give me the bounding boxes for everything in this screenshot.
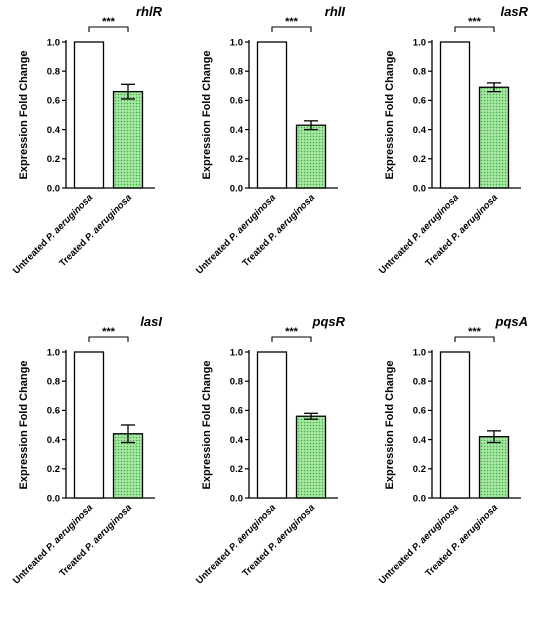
y-axis-label: Expression Fold Change xyxy=(384,51,396,180)
bar-untreated xyxy=(439,41,471,189)
gene-title: rhlI xyxy=(325,4,346,19)
bar-treated xyxy=(112,90,144,189)
category-label: Untreated P. aeruginosa xyxy=(11,192,95,276)
significance-label: *** xyxy=(102,326,116,338)
y-axis-label: Expression Fold Change xyxy=(201,361,213,490)
y-tick-label: 1.0 xyxy=(230,37,243,48)
significance-bracket xyxy=(88,26,129,32)
gene-title: lasR xyxy=(501,4,529,19)
y-tick-label: 1.0 xyxy=(47,347,60,358)
significance-bracket xyxy=(88,336,129,342)
bar-treated xyxy=(478,436,510,499)
y-tick-label: 0.6 xyxy=(47,96,60,107)
bar-treated xyxy=(478,86,510,189)
chart-panel-lasI: lasI Expression Fold Change 0.0 0.2 0.4 0.6 0.… xyxy=(11,314,162,587)
y-tick-label: 1.0 xyxy=(413,347,426,358)
category-label: Untreated P. aeruginosa xyxy=(11,502,95,586)
y-tick-label: 0.0 xyxy=(230,493,243,504)
y-axis-label: Expression Fold Change xyxy=(18,51,30,180)
y-tick-label: 0.6 xyxy=(230,96,243,107)
y-tick-label: 0.4 xyxy=(47,435,61,446)
y-tick-label: 1.0 xyxy=(47,37,60,48)
bar-treated xyxy=(295,124,327,189)
y-tick-label: 0.2 xyxy=(47,464,60,475)
category-label: Untreated P. aeruginosa xyxy=(377,502,461,586)
y-axis-label: Expression Fold Change xyxy=(201,51,213,180)
significance-bracket xyxy=(271,26,312,32)
y-tick-label: 0.8 xyxy=(230,67,243,78)
category-label: Untreated P. aeruginosa xyxy=(194,502,278,586)
bar-untreated xyxy=(73,351,105,499)
bar-untreated xyxy=(439,351,471,499)
significance-label: *** xyxy=(468,326,482,338)
significance-label: *** xyxy=(285,16,299,28)
y-tick-label: 0.0 xyxy=(413,493,426,504)
y-tick-label: 0.6 xyxy=(47,406,60,417)
significance-bracket xyxy=(454,26,495,32)
significance-label: *** xyxy=(468,16,482,28)
y-axis-label: Expression Fold Change xyxy=(18,361,30,490)
bar-treated xyxy=(295,415,327,499)
y-tick-label: 0.4 xyxy=(230,435,244,446)
chart-panel-pqsR: pqsR Expression Fold Change 0.0 0.2 0.4 0.6 0.… xyxy=(194,314,346,587)
y-tick-label: 0.2 xyxy=(230,464,243,475)
significance-bracket xyxy=(454,336,495,342)
category-label: Treated P. aeruginosa xyxy=(57,192,134,269)
chart-panel-lasR: lasR Expression Fold Change 0.0 0.2 0.4 0.6 0.… xyxy=(377,4,529,277)
gene-title: lasI xyxy=(140,314,162,329)
y-tick-label: 0.4 xyxy=(413,125,427,136)
y-tick-label: 0.2 xyxy=(413,464,426,475)
y-tick-label: 0.8 xyxy=(413,67,426,78)
y-tick-label: 0.0 xyxy=(413,183,426,194)
y-tick-label: 0.2 xyxy=(47,154,60,165)
y-tick-label: 0.4 xyxy=(47,125,61,136)
y-tick-label: 0.2 xyxy=(413,154,426,165)
category-label: Treated P. aeruginosa xyxy=(423,502,500,579)
gene-title: pqsR xyxy=(312,314,346,329)
chart-panel-pqsA: pqsA Expression Fold Change 0.0 0.2 0.4 0.6 0.… xyxy=(377,314,529,587)
y-axis-label: Expression Fold Change xyxy=(384,361,396,490)
category-label: Untreated P. aeruginosa xyxy=(377,192,461,276)
y-tick-label: 0.2 xyxy=(230,154,243,165)
category-label: Treated P. aeruginosa xyxy=(57,502,134,579)
chart-panel-rhlR: rhlR Expression Fold Change 0.0 0.2 0.4 0.6 0.… xyxy=(11,4,163,277)
y-tick-label: 0.0 xyxy=(230,183,243,194)
bar-untreated xyxy=(73,41,105,189)
y-tick-label: 0.0 xyxy=(47,493,60,504)
y-tick-label: 0.6 xyxy=(413,96,426,107)
y-tick-label: 0.4 xyxy=(413,435,427,446)
category-label: Treated P. aeruginosa xyxy=(240,192,317,269)
y-tick-label: 0.8 xyxy=(230,377,243,388)
y-tick-label: 0.4 xyxy=(230,125,244,136)
y-tick-label: 0.8 xyxy=(413,377,426,388)
y-tick-label: 0.6 xyxy=(413,406,426,417)
gene-title: rhlR xyxy=(136,4,163,19)
significance-bracket xyxy=(271,336,312,342)
bar-untreated xyxy=(256,41,288,189)
y-tick-label: 1.0 xyxy=(413,37,426,48)
y-tick-label: 1.0 xyxy=(230,347,243,358)
category-label: Treated P. aeruginosa xyxy=(423,192,500,269)
category-label: Treated P. aeruginosa xyxy=(240,502,317,579)
significance-label: *** xyxy=(285,326,299,338)
bar-treated xyxy=(112,433,144,499)
y-tick-label: 0.8 xyxy=(47,377,60,388)
significance-label: *** xyxy=(102,16,116,28)
chart-panel-rhlI: rhlI Expression Fold Change 0.0 0.2 0.4 0.6 0.… xyxy=(194,4,346,277)
y-tick-label: 0.0 xyxy=(47,183,60,194)
category-label: Untreated P. aeruginosa xyxy=(194,192,278,276)
y-tick-label: 0.8 xyxy=(47,67,60,78)
bar-untreated xyxy=(256,351,288,499)
y-tick-label: 0.6 xyxy=(230,406,243,417)
gene-title: pqsA xyxy=(495,314,529,329)
